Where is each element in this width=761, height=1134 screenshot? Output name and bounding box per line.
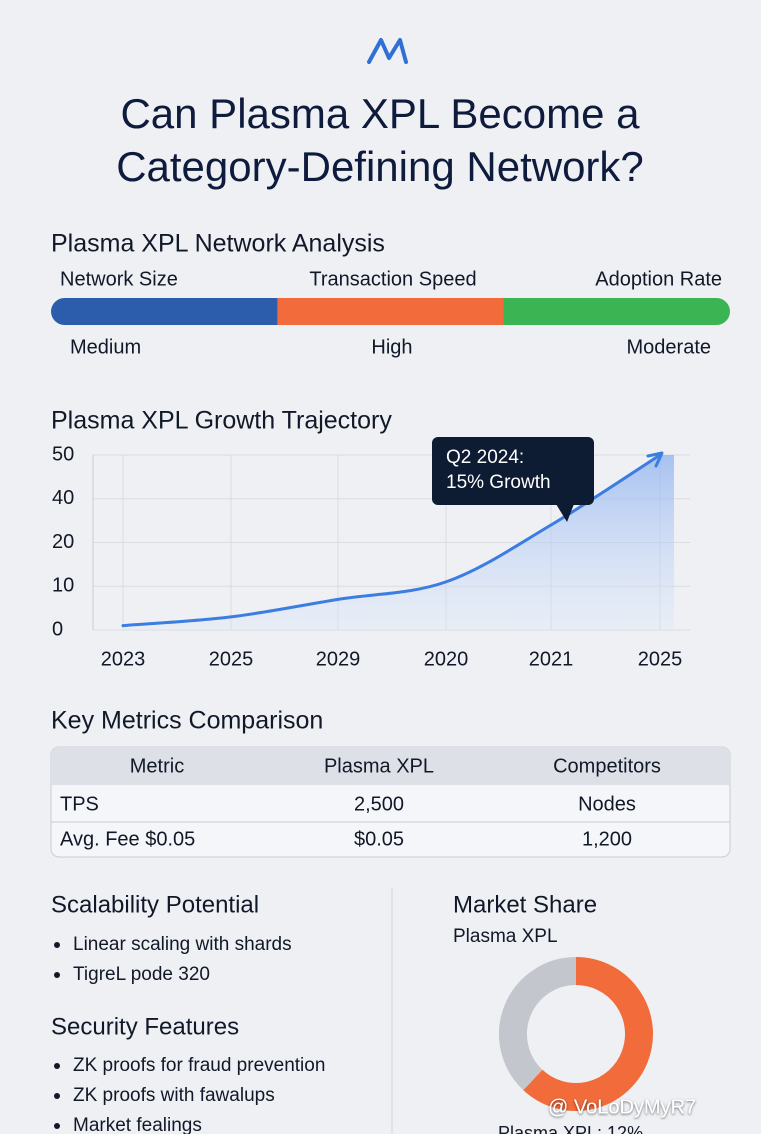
growth-chart: 0 10 20 40 50 2023 2025 2029 2020 2021 2025 Q2 2024… — [52, 437, 690, 670]
y-tick-label: 20 — [52, 531, 74, 553]
segment-level: Moderate — [627, 336, 712, 358]
tooltip-text: Q2 2024: — [446, 447, 524, 468]
donut-chart — [499, 957, 653, 1111]
table-header-cell: Plasma XPL — [324, 755, 434, 777]
table-cell: Nodes — [578, 793, 636, 815]
bullet — [54, 1123, 60, 1129]
x-tick-label: 2020 — [424, 648, 469, 670]
segment-label: Adoption Rate — [595, 268, 722, 290]
y-tick-label: 50 — [52, 443, 74, 465]
section-heading: Security Features — [51, 1013, 239, 1040]
list-item: ZK proofs with fawalups — [73, 1085, 275, 1106]
table-cell: TPS — [60, 793, 99, 815]
bullet — [54, 1093, 60, 1099]
tooltip-pointer — [556, 504, 574, 522]
x-tick-label: 2023 — [101, 648, 146, 670]
section-heading: Scalability Potential — [51, 891, 259, 918]
section-heading: Key Metrics Comparison — [51, 707, 323, 735]
segment-level: Medium — [70, 336, 141, 358]
title-line: Category-Defining Network? — [116, 143, 644, 190]
arrowhead — [646, 451, 664, 468]
x-tick-label: 2029 — [316, 648, 361, 670]
market-subtitle: Plasma XPL — [453, 926, 558, 947]
lists: Linear scaling with shards TigreL pode 32… — [54, 934, 325, 1134]
bullet — [54, 972, 60, 978]
list-item: Linear scaling with shards — [73, 934, 292, 955]
area — [123, 455, 674, 630]
table-header-cell: Competitors — [553, 755, 661, 777]
watermark: @ VoLoDyMyR7 — [548, 1096, 696, 1118]
bullet — [54, 942, 60, 948]
donut-label: Plasma XPL: 12% — [498, 1123, 643, 1134]
section-heading: Market Share — [453, 891, 597, 918]
table-header-cell: Metric — [130, 755, 184, 777]
x-tick-label: 2021 — [529, 648, 574, 670]
y-tick-label: 0 — [52, 618, 63, 640]
donut-segment — [523, 957, 653, 1111]
tooltip-text: 15% Growth — [446, 472, 551, 493]
segment-label: Transaction Speed — [309, 268, 476, 290]
title-line: Can Plasma XPL Become a — [120, 90, 640, 137]
logo — [367, 38, 408, 64]
x-tick-label: 2025 — [638, 648, 683, 670]
progress-bar — [51, 298, 730, 325]
donut-segment — [499, 957, 577, 1091]
section-heading: Plasma XPL Network Analysis — [51, 230, 385, 258]
table-cell: 2,500 — [354, 793, 404, 815]
bar-segment — [277, 298, 505, 325]
table: Metric Plasma XPL Competitors TPS 2,500 Nodes… — [60, 755, 661, 850]
bullet — [54, 1063, 60, 1069]
section-heading: Plasma XPL Growth Trajectory — [51, 407, 392, 435]
bar-segment — [51, 298, 279, 325]
table-cell: 1,200 — [582, 828, 632, 850]
y-tick-label: 10 — [52, 575, 74, 597]
list-item: TigreL pode 320 — [73, 964, 210, 985]
x-tick-label: 2025 — [209, 648, 254, 670]
segment-level: High — [371, 336, 412, 358]
segment-label: Network Size — [60, 268, 178, 290]
y-tick-label: 40 — [52, 487, 74, 509]
table-cell: Avg. Fee $0.05 — [60, 828, 195, 850]
bar-segment — [503, 298, 730, 325]
table-header-band — [51, 747, 730, 785]
table-cell: $0.05 — [354, 828, 404, 850]
tooltip-box — [432, 437, 594, 505]
list-item: Market fealings — [73, 1115, 202, 1134]
list-item: ZK proofs for fraud prevention — [73, 1055, 325, 1076]
